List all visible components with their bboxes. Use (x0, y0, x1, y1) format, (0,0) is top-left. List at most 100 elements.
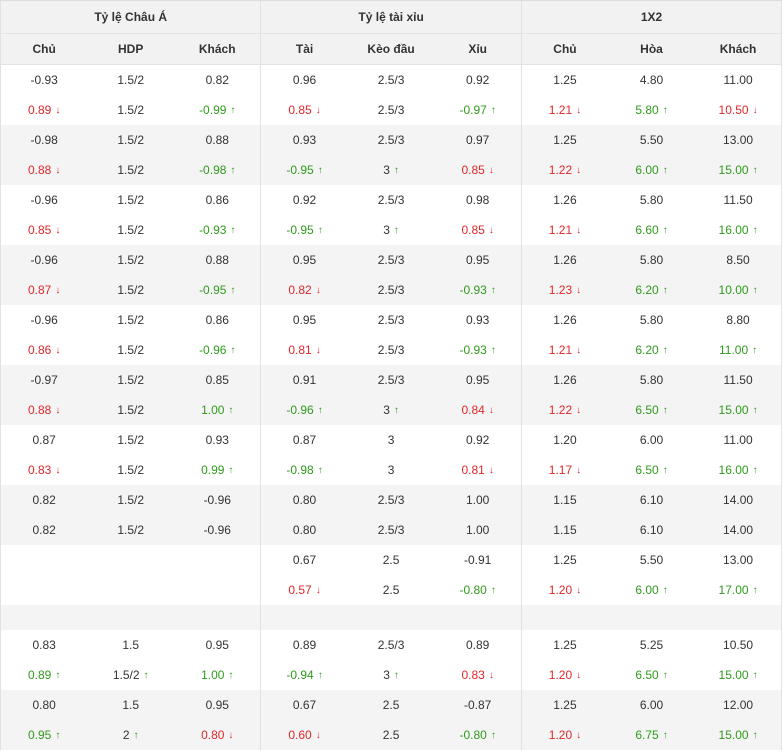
odds-cell: 0.86 (174, 305, 261, 335)
odds-cell: 1.5/2 (87, 245, 175, 275)
odds-value: 0.67 (292, 553, 317, 567)
arrow-up-icon: ↑ (55, 730, 61, 741)
odds-cell: 0.95 (260, 245, 348, 275)
odds-cell: 0.91 (260, 365, 348, 395)
arrow-up-icon: ↑ (490, 585, 496, 596)
arrow-up-icon: ↑ (662, 730, 668, 741)
odds-cell: 2 ↑ (87, 720, 175, 750)
odds-value: -0.93 (199, 223, 227, 237)
odds-value: 1.5/2 (117, 73, 145, 87)
odds-cell: 5.80 (608, 305, 695, 335)
odds-value: -0.96 (286, 403, 314, 417)
odds-value: 0.89 (292, 638, 317, 652)
column-header-hdp: HDP (87, 33, 175, 65)
arrow-down-icon: ↓ (55, 225, 61, 236)
odds-cell: 5.80 ↑ (608, 95, 695, 125)
group-header-over-under: Tỷ lệ tài xỉu (260, 0, 522, 34)
odds-value: 0.80 (292, 493, 317, 507)
odds-value: -0.87 (463, 698, 492, 712)
odds-value: 2.5 (382, 698, 400, 712)
odds-value: -0.95 (286, 163, 314, 177)
odds-cell: 1.5/2 (87, 425, 174, 455)
odds-cell: 0.98 (434, 185, 521, 215)
odds-value: 1.20 (548, 668, 573, 682)
odds-cell (434, 605, 522, 630)
odds-value: 15.00 (718, 403, 749, 417)
odds-cell: -0.96 (174, 515, 261, 545)
odds-value: 1.25 (553, 638, 577, 652)
odds-cell: 1.5/2 ↑ (87, 660, 174, 690)
arrow-down-icon: ↓ (576, 165, 582, 176)
odds-value: 2.5/3 (377, 103, 405, 117)
arrow-down-icon: ↓ (315, 105, 321, 116)
arrow-up-icon: ↑ (490, 730, 496, 741)
odds-value: 15.00 (718, 163, 749, 177)
odds-cell: -0.98 ↑ (260, 455, 348, 485)
table-row: 0.82 1.5/2 -0.96 0.80 2.5/3 1.00 1.15 6.10 14.00 (0, 485, 782, 515)
odds-cell: 6.20 ↑ (608, 335, 695, 365)
odds-cell: 3 ↑ (348, 215, 435, 245)
odds-value: 6.20 (635, 343, 659, 357)
odds-cell: 0.93 (174, 425, 261, 455)
odds-cell (260, 605, 348, 630)
odds-value: 0.95 (205, 638, 229, 652)
odds-value: 0.85 (461, 163, 485, 177)
odds-cell: 2.5/3 (348, 95, 435, 125)
odds-cell: 1.5/2 (87, 305, 174, 335)
odds-value: 0.92 (465, 433, 490, 447)
odds-cell: 1.15 (520, 485, 609, 515)
odds-value: 2.5 (382, 583, 400, 597)
column-header-line: Kèo đầu (347, 33, 435, 65)
odds-value: 2.5/3 (377, 253, 405, 267)
table-row: 0.83 ↓ 1.5/2 0.99 ↑ -0.98 ↑ 3 0.81 ↓ 1.17 ↓ 6.50 ↑ 16.… (1, 455, 782, 485)
odds-cell: 11.50 (695, 185, 782, 215)
odds-cell: 0.88 (174, 245, 261, 275)
odds-cell: -0.96 ↑ (174, 335, 261, 365)
odds-cell: 0.96 (260, 64, 348, 95)
odds-value: 11.50 (723, 193, 753, 207)
odds-cell: 0.85 ↓ (434, 215, 521, 245)
table-row: -0.93 1.5/2 0.82 0.96 2.5/3 0.92 1.25 4.80 11.00 (1, 64, 782, 95)
odds-cell: 1.22 ↓ (520, 395, 609, 425)
odds-cell: 0.80 (260, 515, 348, 545)
odds-cell: -0.96 (1, 305, 88, 335)
odds-value: -0.93 (459, 283, 487, 297)
odds-value: 3 (387, 433, 395, 447)
arrow-down-icon: ↓ (55, 105, 61, 116)
odds-cell: 15.00 ↑ (695, 660, 782, 690)
odds-value: 3 (383, 223, 390, 237)
odds-cell: 16.00 ↑ (695, 455, 782, 485)
odds-cell: 1.15 (520, 515, 609, 545)
odds-value: 1.00 (201, 403, 225, 417)
odds-cell: 0.81 ↓ (434, 455, 521, 485)
arrow-up-icon: ↑ (490, 105, 496, 116)
odds-cell: 0.67 (260, 690, 348, 720)
arrow-up-icon: ↑ (662, 465, 668, 476)
odds-table-body: -0.93 1.5/2 0.82 0.96 2.5/3 0.92 1.25 4.80 11.00… (0, 64, 782, 750)
odds-cell: 0.97 (434, 125, 522, 155)
odds-value: 1.5/2 (117, 253, 145, 267)
odds-cell: 1.25 (520, 630, 609, 660)
odds-cell (347, 605, 435, 630)
odds-cell: 5.50 (608, 125, 695, 155)
odds-cell: 6.00 (608, 425, 695, 455)
odds-cell: 2.5 (348, 545, 435, 575)
arrow-up-icon: ↑ (662, 670, 668, 681)
odds-value: 1.5/2 (117, 133, 145, 147)
arrow-down-icon: ↓ (228, 730, 234, 741)
odds-value: 6.00 (635, 163, 659, 177)
odds-value: 1.25 (553, 698, 577, 712)
odds-value: 0.95 (205, 698, 229, 712)
arrow-down-icon: ↓ (576, 465, 582, 476)
separator-row (0, 605, 782, 630)
arrow-up-icon: ↑ (752, 670, 758, 681)
table-row: -0.97 1.5/2 0.85 0.91 2.5/3 0.95 1.26 5.80 11.50 (0, 365, 782, 395)
odds-value: -0.99 (199, 103, 227, 117)
odds-value: 1.00 (465, 523, 490, 537)
odds-value: 5.80 (639, 253, 664, 267)
odds-value: 0.87 (32, 433, 56, 447)
odds-value: 0.81 (461, 463, 485, 477)
odds-cell (87, 605, 175, 630)
odds-value: 0.88 (27, 403, 52, 417)
odds-cell: 1.5/2 (87, 515, 175, 545)
